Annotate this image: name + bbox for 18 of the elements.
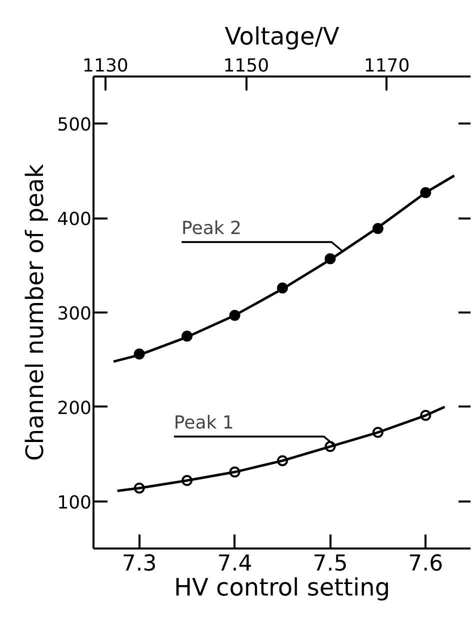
y-tick-label: 300 bbox=[57, 304, 92, 324]
y-tick-label: 100 bbox=[57, 492, 92, 514]
x2-tick-label: 1170 bbox=[364, 56, 410, 76]
line-series bbox=[112, 174, 456, 363]
x2-axis-title: Voltage/V bbox=[224, 22, 340, 50]
annotation: Peak 2 bbox=[182, 218, 242, 240]
y-tick-label: 200 bbox=[57, 398, 92, 419]
x2-tick-label: 1130 bbox=[82, 56, 128, 76]
x-tick-label: 7.6 bbox=[408, 552, 444, 576]
x-tick-label: 7.3 bbox=[122, 552, 157, 576]
x-axis-title: HV control setting bbox=[174, 574, 390, 602]
y-axis-title: Channel number of peak bbox=[21, 164, 50, 461]
x2-tick-label: 1150 bbox=[223, 56, 270, 76]
y-tick-label: 400 bbox=[57, 209, 92, 230]
y-tick-label: 500 bbox=[57, 114, 92, 136]
x-tick-label: 7.5 bbox=[312, 552, 348, 576]
annotation: Peak 1 bbox=[174, 412, 234, 434]
x-tick-label: 7.4 bbox=[217, 552, 252, 576]
